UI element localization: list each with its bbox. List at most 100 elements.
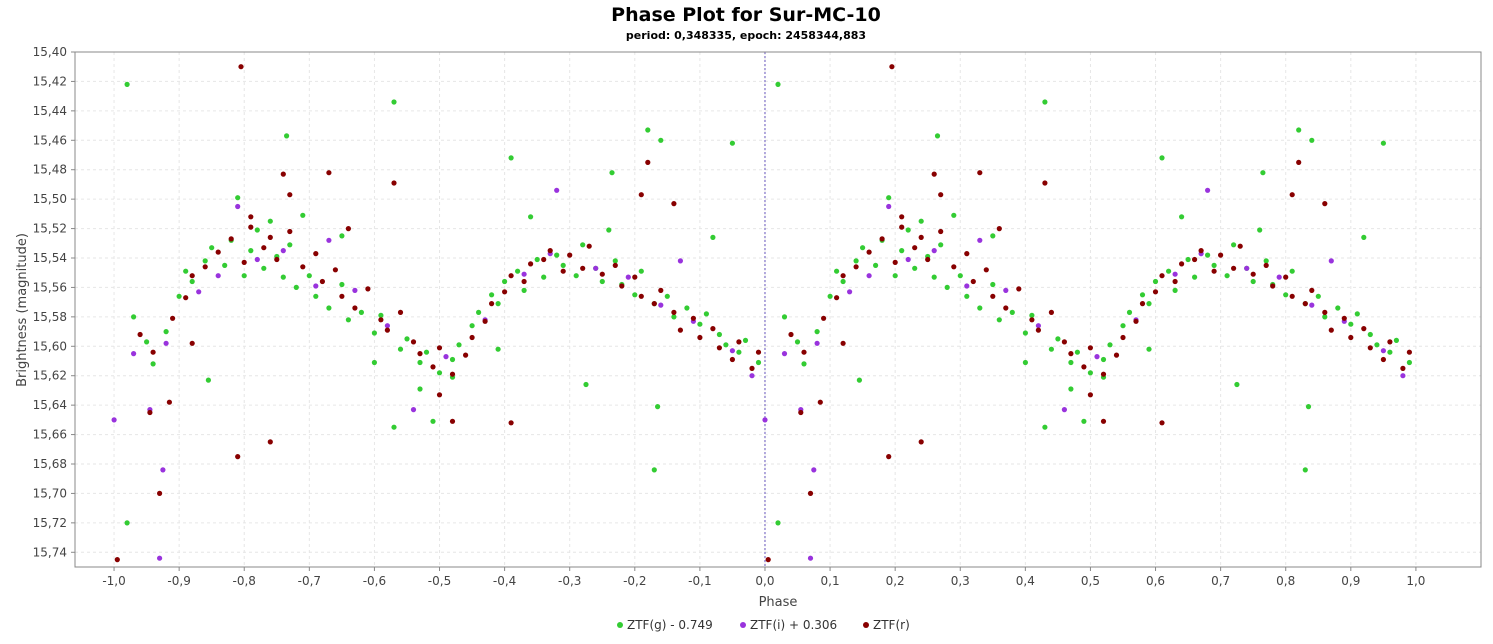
data-point [183,268,189,274]
data-point [521,278,527,285]
data-point [801,361,807,367]
data-point [397,346,404,352]
data-point [651,467,657,473]
data-point [1341,315,1347,321]
data-point [964,283,970,289]
data-point [925,256,931,263]
data-point [1348,334,1354,341]
data-point [1276,274,1282,280]
data-point [1260,170,1266,176]
data-point [274,256,280,263]
data-point [534,256,540,263]
data-point [358,309,364,315]
y-tick-label: 15,72 [33,516,67,530]
data-point [866,249,872,255]
data-point [938,242,944,248]
data-point [873,262,879,268]
data-point [449,356,456,363]
data-point [1172,271,1178,277]
data-point [1250,271,1256,277]
data-point [684,305,690,311]
data-point [248,214,254,220]
data-point [1120,334,1126,341]
data-point [1107,342,1113,348]
x-tick-label: 0,8 [1276,574,1295,588]
data-point [1211,268,1217,274]
y-tick-label: 15,62 [33,369,67,383]
data-point [280,248,286,254]
data-point [528,214,534,220]
data-point [215,249,221,255]
data-point [655,404,661,410]
data-point [1328,258,1334,264]
data-point [254,256,260,263]
data-point [1146,301,1152,307]
data-point [1315,293,1321,299]
data-point [970,278,976,285]
data-point [1237,243,1243,249]
data-point [313,293,319,299]
data-point [189,340,195,346]
data-point [1094,354,1100,360]
data-point [1048,309,1054,315]
y-tick-label: 15,44 [33,104,67,118]
data-point [664,293,670,299]
data-point [1205,252,1211,258]
data-point [1234,381,1240,388]
data-point [716,345,723,351]
data-point [866,273,872,279]
data-point [1367,331,1373,338]
data-point [436,345,443,351]
data-point [1016,286,1022,292]
data-point [267,234,273,240]
data-point [391,424,397,430]
x-tick-label: -0,6 [363,574,386,588]
data-point [365,286,371,292]
data-point [150,349,156,355]
data-point [951,212,957,218]
y-tick-label: 15,52 [33,222,67,236]
data-point [1061,407,1067,413]
data-point [345,226,351,232]
data-point [196,289,202,295]
data-point [697,321,703,327]
data-point [1296,159,1302,165]
y-tick-label: 15,48 [33,163,67,177]
data-point [131,351,137,357]
data-point [1068,351,1074,357]
x-tick-label: -1,0 [102,574,125,588]
data-point [1406,359,1412,366]
data-point [736,349,742,355]
data-point [144,339,150,345]
data-point [131,314,137,320]
data-point [150,361,156,367]
data-point [1152,289,1159,295]
y-tick-label: 15,56 [33,280,67,294]
data-point [1367,345,1373,351]
data-point [502,278,508,285]
y-tick-label: 15,66 [33,428,67,442]
data-point [489,292,495,298]
x-tick-label: -0,9 [167,574,190,588]
data-point [261,265,267,271]
data-point [658,302,664,308]
x-tick-label: 0,5 [1081,574,1100,588]
data-point [280,171,286,177]
data-point [1074,349,1080,355]
legend-marker [617,622,623,628]
data-point [463,352,469,358]
data-point [977,170,983,176]
data-point [899,214,905,220]
data-point [1087,370,1093,376]
data-point [541,274,547,280]
axis-layer: -1,0 -0,9 -0,8 -0,7 -0,6 -0,5 -0,4 -0,3 -0,2 -0,1… [33,45,1426,588]
data-point [840,278,846,285]
data-point [1283,292,1289,298]
data-point [1081,364,1087,370]
x-tick-label: 0,0 [755,574,774,588]
x-tick-label: 0,9 [1341,574,1360,588]
data-point [814,329,820,335]
data-point [1146,346,1152,352]
data-point [339,293,345,299]
y-tick-label: 15,68 [33,457,67,471]
